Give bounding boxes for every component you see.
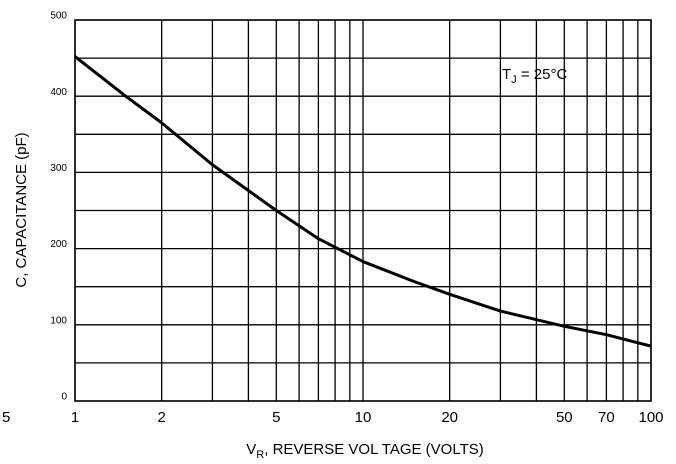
x-tick-label: 2	[158, 409, 166, 426]
x-tick-label: 50	[556, 409, 573, 426]
annotation: TJ = 25°C	[502, 66, 567, 86]
x-tick-label: 5	[272, 409, 280, 426]
x-label-main: V	[246, 441, 256, 458]
y-axis-label: C, CAPACITANCE (pF)	[13, 132, 30, 287]
x-tick-label: 20	[441, 409, 458, 426]
y-tick-label: 0	[61, 392, 67, 403]
x-tick-label: 100	[638, 409, 663, 426]
x-tick-label: 70	[598, 409, 615, 426]
y-tick-label: 200	[50, 239, 67, 250]
annotation-rest: = 25°C	[517, 66, 568, 83]
y-tick-label: 400	[50, 87, 67, 98]
y-tick-label: 100	[50, 315, 67, 326]
x-label-sub: R	[256, 449, 264, 461]
plot-frame	[74, 19, 652, 402]
annotation-sub: J	[511, 74, 517, 86]
x-axis-label: VR, REVERSE VOL TAGE (VOLTS)	[246, 441, 483, 461]
annotation-main: T	[502, 66, 511, 83]
x-tick-label: 1	[71, 409, 79, 426]
curve	[74, 55, 652, 348]
y-tick-label: 300	[50, 163, 67, 174]
stray-label: 5	[2, 409, 10, 426]
x-label-rest: , REVERSE VOL TAGE (VOLTS)	[264, 441, 484, 458]
x-tick-label: 10	[355, 409, 372, 426]
y-tick-label: 500	[50, 11, 67, 22]
